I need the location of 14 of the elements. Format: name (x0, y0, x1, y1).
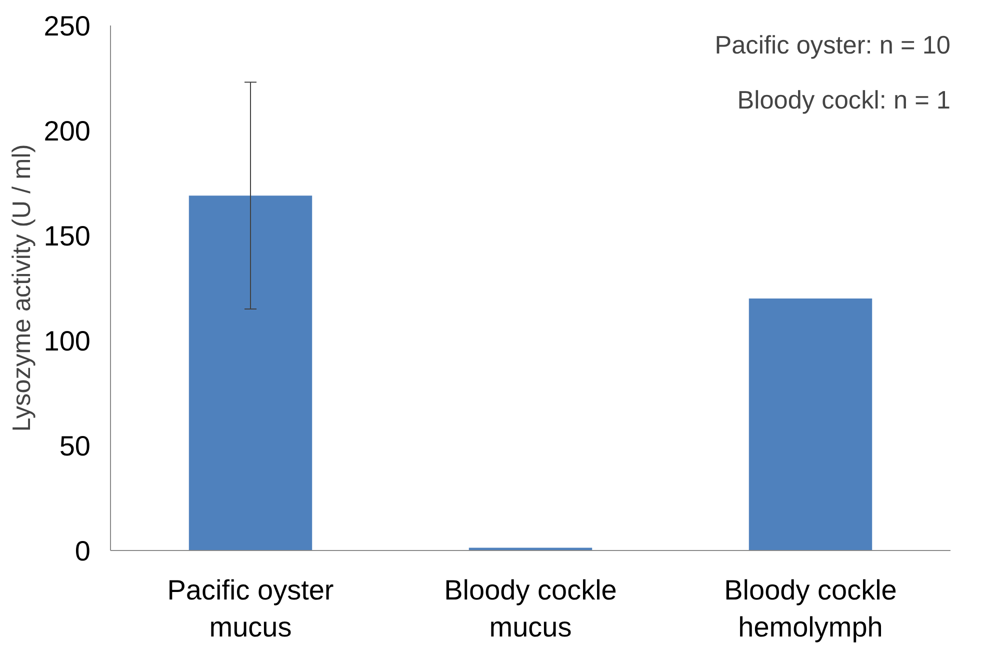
annotation: Pacific oyster: n = 10 (714, 32, 951, 60)
y-tick-label: 0 (74, 536, 91, 566)
y-tick-label: 150 (44, 220, 90, 252)
x-tick-label: Bloody cockle mucus (444, 574, 617, 643)
y-tick-label: 200 (44, 116, 90, 146)
y-tick-label: 100 (44, 326, 90, 356)
bar (188, 196, 312, 550)
annotation: Bloody cockl: n = 1 (737, 86, 951, 114)
y-tick-label: 250 (44, 10, 90, 42)
bar (748, 298, 872, 550)
x-tick-label: Bloody cockle hemolymph (724, 574, 897, 643)
y-axis-title: Lysozyme activity (U / ml) (8, 144, 36, 432)
y-tick-label: 50 (59, 430, 91, 462)
x-tick-label: Pacific oyster mucus (167, 574, 334, 643)
